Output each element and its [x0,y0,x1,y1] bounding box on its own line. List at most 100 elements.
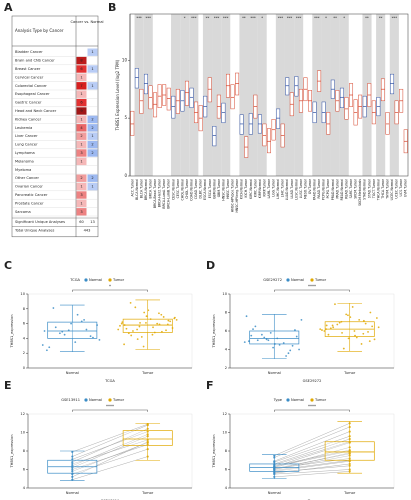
significance-label: * [109,284,111,289]
pair-shade [257,14,267,176]
pair-shade [294,14,304,176]
significance-label: * [261,16,263,20]
pair-line [274,431,350,462]
x-tick-label: Tumor [343,491,356,495]
cell-value: 1 [80,117,82,121]
point [348,464,351,467]
point [146,448,149,451]
x-tick-label: KIRP.Normal [258,179,262,198]
x-tick-label: UVM.Tumor [404,178,408,197]
point [348,457,351,460]
cell-up [76,82,87,90]
pair-line [72,423,148,453]
cell-value: 1 [91,134,93,138]
x-tick-label: THYM.Tumor [385,178,389,200]
panel-label: A [4,1,13,14]
cell-value: 6 [80,101,83,105]
y-tick-label: 8 [23,449,26,453]
x-tick-label: Tumor [141,491,154,495]
y-tick-label: 8 [225,449,228,453]
legend-title: Type [273,398,283,402]
point [71,464,74,467]
x-axis-label: GSE29272 [303,379,322,383]
point [146,435,149,438]
point [76,313,79,316]
point [375,317,378,319]
legend-title: TCGA [69,278,80,282]
significance-label: **** [308,284,316,289]
point [158,312,160,315]
point [276,337,279,340]
x-tick-label: CHOL.Tumor [185,178,189,198]
significance-bracket [72,289,148,292]
cell-value: 1 [91,67,93,71]
pair-line [274,455,350,470]
cell-value: 2 [91,151,93,155]
box [380,78,385,102]
box [339,87,344,108]
point [348,430,351,433]
legend-swatch [108,398,112,402]
y-tick-label: 2 [225,366,227,370]
x-tick-label: BLCA.Normal [135,179,139,200]
significance-bracket [72,409,148,412]
y-tick-label: 12 [222,412,227,416]
point [71,455,74,458]
row-label: Prostate Cancer [15,201,44,205]
cell-down [87,65,98,73]
table-title: Analysis Type by Cancer [15,28,64,33]
point [285,355,287,357]
point [273,467,276,470]
x-tick-label: THCA.Normal [376,179,380,201]
summary-label: Significant Unique Analyses [15,220,65,224]
row-label: Other Cancer [15,176,40,180]
point [127,332,130,335]
y-tick-label: 8 [23,307,26,311]
y-tick-label: 4 [23,486,26,490]
pair-line [274,453,350,469]
panel-label: F [206,379,214,392]
x-tick-label: LUAD.Normal [285,179,289,200]
box [184,80,189,106]
point [71,475,74,478]
pair-shade [389,14,399,176]
point [70,322,72,325]
point [347,314,349,317]
y-tick-label: 6 [23,468,26,472]
cell-up [76,199,87,208]
x-tick-label: STAD.Normal [363,179,367,200]
significance-label: *** [136,16,142,20]
y-tick-label: 4 [225,486,228,490]
point [146,441,149,444]
point [353,330,356,332]
cell-value: 1 [80,92,82,96]
point [130,334,133,337]
legend-swatch [286,278,290,282]
cell-up [76,174,87,182]
point [146,430,149,433]
x-tick-label: SARC.Tumor [349,178,353,198]
point [152,326,154,329]
significance-label: ** [365,16,369,20]
significance-label: *** [392,16,398,20]
legend-label: Normal [89,398,102,402]
cell-down [87,182,98,191]
point [98,338,101,341]
cell-up [76,149,87,157]
legend-swatch [84,398,88,402]
point [349,316,352,319]
point [175,319,178,321]
point [298,348,300,351]
x-tick-label: GBM.Normal [212,179,216,199]
point [61,330,64,333]
row-label: Lung Cancer [15,143,38,147]
point [348,462,351,466]
point [71,458,74,461]
point [282,342,285,344]
point [169,320,172,323]
box [249,330,300,345]
point [377,326,380,329]
x-tick-label: UCS.Tumor [399,178,403,196]
pair-line [274,442,350,467]
